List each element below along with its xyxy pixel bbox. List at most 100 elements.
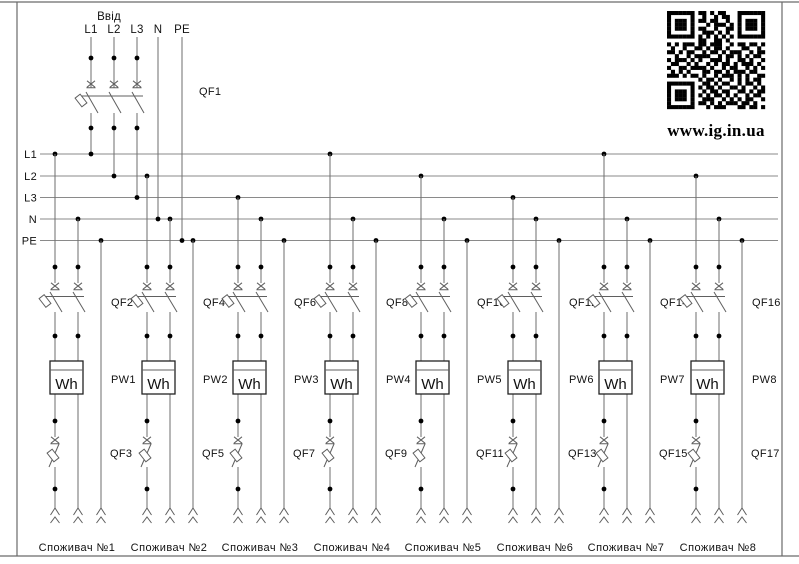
qr-module (674, 61, 679, 67)
meter-label: Wh (421, 376, 444, 393)
junction-dot (601, 486, 607, 492)
qr-module (667, 89, 672, 94)
breaker-bottom-label: QF9 (385, 448, 407, 460)
qr-module (737, 77, 742, 82)
junction-dot (144, 264, 150, 270)
wire-end-arrow-icon (165, 507, 175, 524)
qr-module (749, 61, 754, 67)
meter-box (507, 360, 542, 395)
junction-dot (418, 264, 424, 270)
qr-module (725, 14, 730, 19)
input-terminal-label-l2: L2 (107, 24, 120, 36)
qr-module (706, 69, 711, 74)
breaker-blade (255, 291, 269, 313)
qr-module (682, 42, 687, 47)
qr-module (674, 73, 679, 78)
qr-module (690, 22, 695, 27)
qr-module (702, 101, 707, 106)
qr-module (678, 18, 683, 23)
bus-label-l1: L1 (24, 149, 37, 161)
qr-module (717, 85, 723, 90)
qr-module (725, 101, 730, 106)
qr-module (737, 69, 742, 74)
breaker-blade (507, 291, 521, 313)
qr-module (741, 34, 746, 39)
consumer-branch: Wh QF2 PW1 QF3 Споживач №1 (38, 151, 135, 554)
junction-dot (418, 418, 424, 424)
qr-module (667, 26, 672, 31)
qr-module (753, 101, 758, 106)
qr-module (702, 42, 707, 47)
qr-module (682, 26, 687, 31)
consumer-name: Споживач №5 (405, 542, 482, 554)
qr-module (753, 77, 758, 82)
qr-module (706, 46, 711, 51)
qr-module (737, 73, 742, 78)
qr-module (749, 34, 754, 39)
qr-module (706, 97, 711, 102)
qr-module (667, 34, 672, 39)
meter-ref-label: PW8 (752, 374, 777, 386)
meter-box (598, 360, 633, 395)
contact-x-icon (325, 282, 335, 291)
meter-label: Wh (513, 376, 536, 393)
breaker-release-box (587, 293, 601, 309)
qr-module (753, 85, 758, 90)
contact-x-icon (599, 282, 609, 291)
contact-x-icon (142, 436, 152, 445)
qr-module (725, 30, 730, 35)
qr-module (690, 73, 695, 78)
qr-module (721, 65, 726, 70)
qr-module (745, 61, 750, 67)
qr-module (749, 50, 754, 55)
consumer-name: Споживач №3 (222, 542, 299, 554)
qr-module (690, 58, 695, 63)
qr-module (674, 42, 679, 47)
qr-module (714, 93, 719, 98)
qr-module (690, 85, 695, 90)
qr-module (721, 34, 726, 39)
contact-x-icon (508, 436, 518, 445)
qr-module (690, 97, 695, 102)
wire-end-arrow-icon (462, 507, 472, 524)
qr-module (706, 81, 711, 86)
qr-module (698, 11, 703, 16)
breaker-blade (530, 291, 544, 313)
qr-module (753, 65, 758, 70)
qr-module (761, 26, 766, 31)
bus-label-pe: PE (22, 235, 37, 247)
qr-module (745, 46, 750, 51)
qr-module (714, 46, 719, 51)
junction-dot (258, 333, 264, 339)
qr-module (725, 69, 730, 74)
qr-module (749, 26, 754, 31)
wire-end-arrow-icon (622, 507, 632, 524)
qr-module (674, 105, 679, 110)
breaker-blade (232, 291, 246, 313)
qr-module (721, 97, 726, 102)
qr-module (741, 61, 746, 67)
contact-x-icon (325, 436, 335, 445)
meter-ref-label: PW3 (294, 374, 319, 386)
qr-module (749, 89, 754, 94)
qr-module (733, 85, 738, 90)
breaker-release-box (46, 448, 60, 463)
junction-dot (258, 264, 264, 270)
qr-module (737, 89, 742, 94)
qr-module (729, 65, 734, 70)
qr-module (721, 61, 726, 67)
contact-x-icon (233, 282, 243, 291)
qr-module (745, 22, 750, 27)
qr-module (678, 105, 683, 110)
qr-module (761, 73, 766, 78)
breaker-release-box (679, 293, 693, 309)
qr-module (741, 89, 746, 94)
qr-module (749, 97, 754, 102)
qr-module (678, 26, 683, 31)
qr-module (757, 46, 762, 51)
contact-x-icon (132, 80, 142, 89)
qr-module (698, 38, 703, 43)
qr-module (706, 34, 711, 39)
